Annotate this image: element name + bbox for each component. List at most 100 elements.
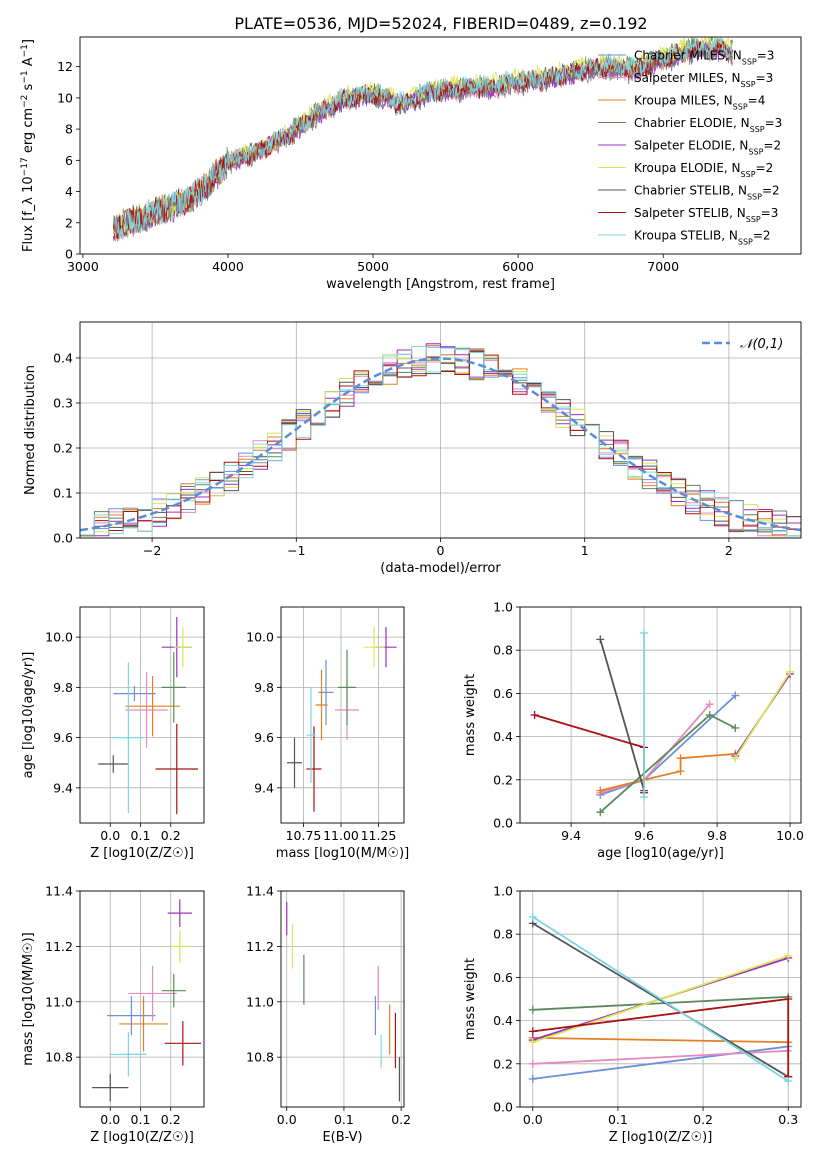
y-tick-label: 11.4 [246, 884, 274, 899]
plot-area [530, 628, 795, 817]
weight-series-line [532, 922, 789, 1078]
errorbar-point [92, 1073, 129, 1102]
errorbar-point [318, 659, 334, 726]
x-tick-label: 9.4 [561, 828, 581, 843]
x-tick-label: −1 [287, 543, 305, 558]
x-tick-label: 0.0 [100, 828, 120, 843]
y-tick-label: 10.8 [45, 1050, 73, 1065]
errorbar-point [128, 965, 177, 1022]
x-tick-label: 0.2 [161, 828, 181, 843]
y-tick-label: 0.8 [493, 643, 513, 658]
y-tick-label: 0.3 [53, 396, 73, 411]
x-tick-label: 0.2 [161, 1112, 181, 1127]
weight-point-marker [528, 1005, 537, 1014]
axes-frame [79, 321, 802, 539]
y-axis-label: age [log10(age/yr)] [21, 652, 36, 779]
errorbar-point [119, 996, 168, 1052]
y-tick-label: 8 [65, 122, 73, 137]
errorbar-point [107, 996, 156, 1035]
axes-frame [280, 890, 405, 1108]
weight-point-marker [731, 723, 740, 732]
plot-area [528, 912, 793, 1086]
x-tick-label: 0.2 [693, 1112, 713, 1127]
axes-frame [79, 606, 205, 824]
axes-frame [519, 606, 802, 824]
x-tick-label: 10.0 [776, 828, 804, 843]
errorbar-point [287, 737, 302, 788]
y-tick-label: 0.4 [493, 1013, 513, 1028]
legend-label: Chabrier MILES, NSSP=3 [634, 49, 774, 67]
legend-label: Kroupa MILES, NSSP=4 [634, 94, 765, 112]
y-tick-label: 0.0 [53, 531, 73, 546]
y-tick-label: 11.0 [45, 994, 73, 1009]
y-tick-label: 9.8 [53, 680, 73, 695]
x-tick-label: 2 [725, 543, 733, 558]
weight-vs-metallicity-panel: 0.0 0.1 0.2 0.3 0.0 0.2 0.4 0.6 0.8 1.0 Z [log10(Z… [463, 884, 802, 1145]
weight-point-marker [786, 667, 795, 676]
legend-label: Chabrier ELODIE, NSSP=3 [634, 116, 782, 134]
y-axis-label: Normed distribution [23, 365, 38, 495]
errorbar-point [363, 627, 385, 668]
x-tick-label: 9.8 [707, 828, 727, 843]
weight-point-marker [528, 1027, 537, 1036]
x-tick-label: 0.1 [334, 1112, 354, 1127]
y-tick-label: 0.1 [53, 486, 73, 501]
y-tick-label: 0.6 [493, 970, 513, 985]
weight-series-line [599, 713, 736, 813]
mass-vs-metallicity-panel: 0.0 0.1 0.2 10.8 11.0 11.2 11.4 Z [log10(Z/Z☉)]… [21, 884, 205, 1145]
y-axis-label: mass weight [463, 958, 478, 1040]
plot-area [113, 37, 733, 243]
weight-series-line [734, 671, 791, 759]
y-tick-label: 9.4 [53, 780, 73, 795]
errorbar-point [170, 929, 189, 963]
x-tick-label: 6000 [502, 259, 534, 274]
weight-point-marker [528, 1074, 537, 1083]
axes-frame [79, 36, 802, 255]
errorbar-point [125, 672, 168, 748]
y-tick-label: 11.4 [45, 884, 73, 899]
errorbar-point [167, 899, 192, 927]
errorbar-point [113, 662, 144, 813]
x-tick-label: 0.1 [608, 1112, 628, 1127]
y-tick-label: 0.6 [493, 686, 513, 701]
x-tick-label: 11.25 [361, 828, 397, 843]
mass-vs-extinction-panel: 0.0 0.1 0.2 10.8 11.0 11.2 11.4 E(B-V) [246, 884, 411, 1146]
y-tick-label: 10.0 [45, 630, 73, 645]
legend-label: Kroupa STELIB, NSSP=2 [634, 229, 771, 247]
weight-point-marker [705, 711, 714, 719]
plot-area [80, 343, 801, 537]
weight-point-marker [731, 691, 740, 700]
weight-point-marker [596, 808, 605, 817]
errorbar-point [173, 627, 192, 668]
plot-area [98, 617, 198, 815]
y-axis-label: mass [log10(M/M☉)] [21, 932, 36, 1065]
y-tick-label: 0.2 [53, 441, 73, 456]
weight-series-line [534, 714, 645, 793]
weight-series-line [532, 1037, 789, 1044]
errorbar-point [306, 687, 316, 783]
errorbar-point [125, 676, 180, 737]
weight-vs-age-panel: 9.4 9.6 9.8 10.0 0.0 0.2 0.4 0.6 0.8 1.0 age [log1… [463, 600, 804, 862]
weight-point-marker [596, 786, 605, 795]
y-tick-label: 1.0 [493, 600, 513, 615]
y-axis-label: mass weight [463, 674, 478, 756]
normal-reference-curve [80, 357, 801, 532]
weight-point-marker [705, 700, 714, 709]
x-tick-label: 0.0 [277, 1112, 297, 1127]
weight-series-line [600, 753, 736, 792]
x-axis-label: Z [log10(Z/Z☉)] [609, 1130, 713, 1145]
legend-label: Salpeter ELODIE, NSSP=2 [634, 139, 781, 157]
weight-series-line [532, 916, 789, 1082]
x-tick-label: 0.1 [131, 1112, 151, 1127]
x-axis-label: Z [log10(Z/Z☉)] [90, 846, 194, 861]
x-tick-label: 10.75 [286, 828, 322, 843]
errorbar-point [98, 755, 129, 773]
axes-frame [519, 890, 802, 1108]
y-tick-label: 9.6 [53, 730, 73, 745]
axes-frame [79, 890, 205, 1108]
y-tick-label: 0.8 [493, 927, 513, 942]
weight-point-marker [528, 1038, 537, 1047]
weight-point-marker [784, 995, 793, 1003]
x-tick-label: 0 [437, 543, 445, 558]
legend-label: Salpeter MILES, NSSP=3 [634, 71, 773, 89]
